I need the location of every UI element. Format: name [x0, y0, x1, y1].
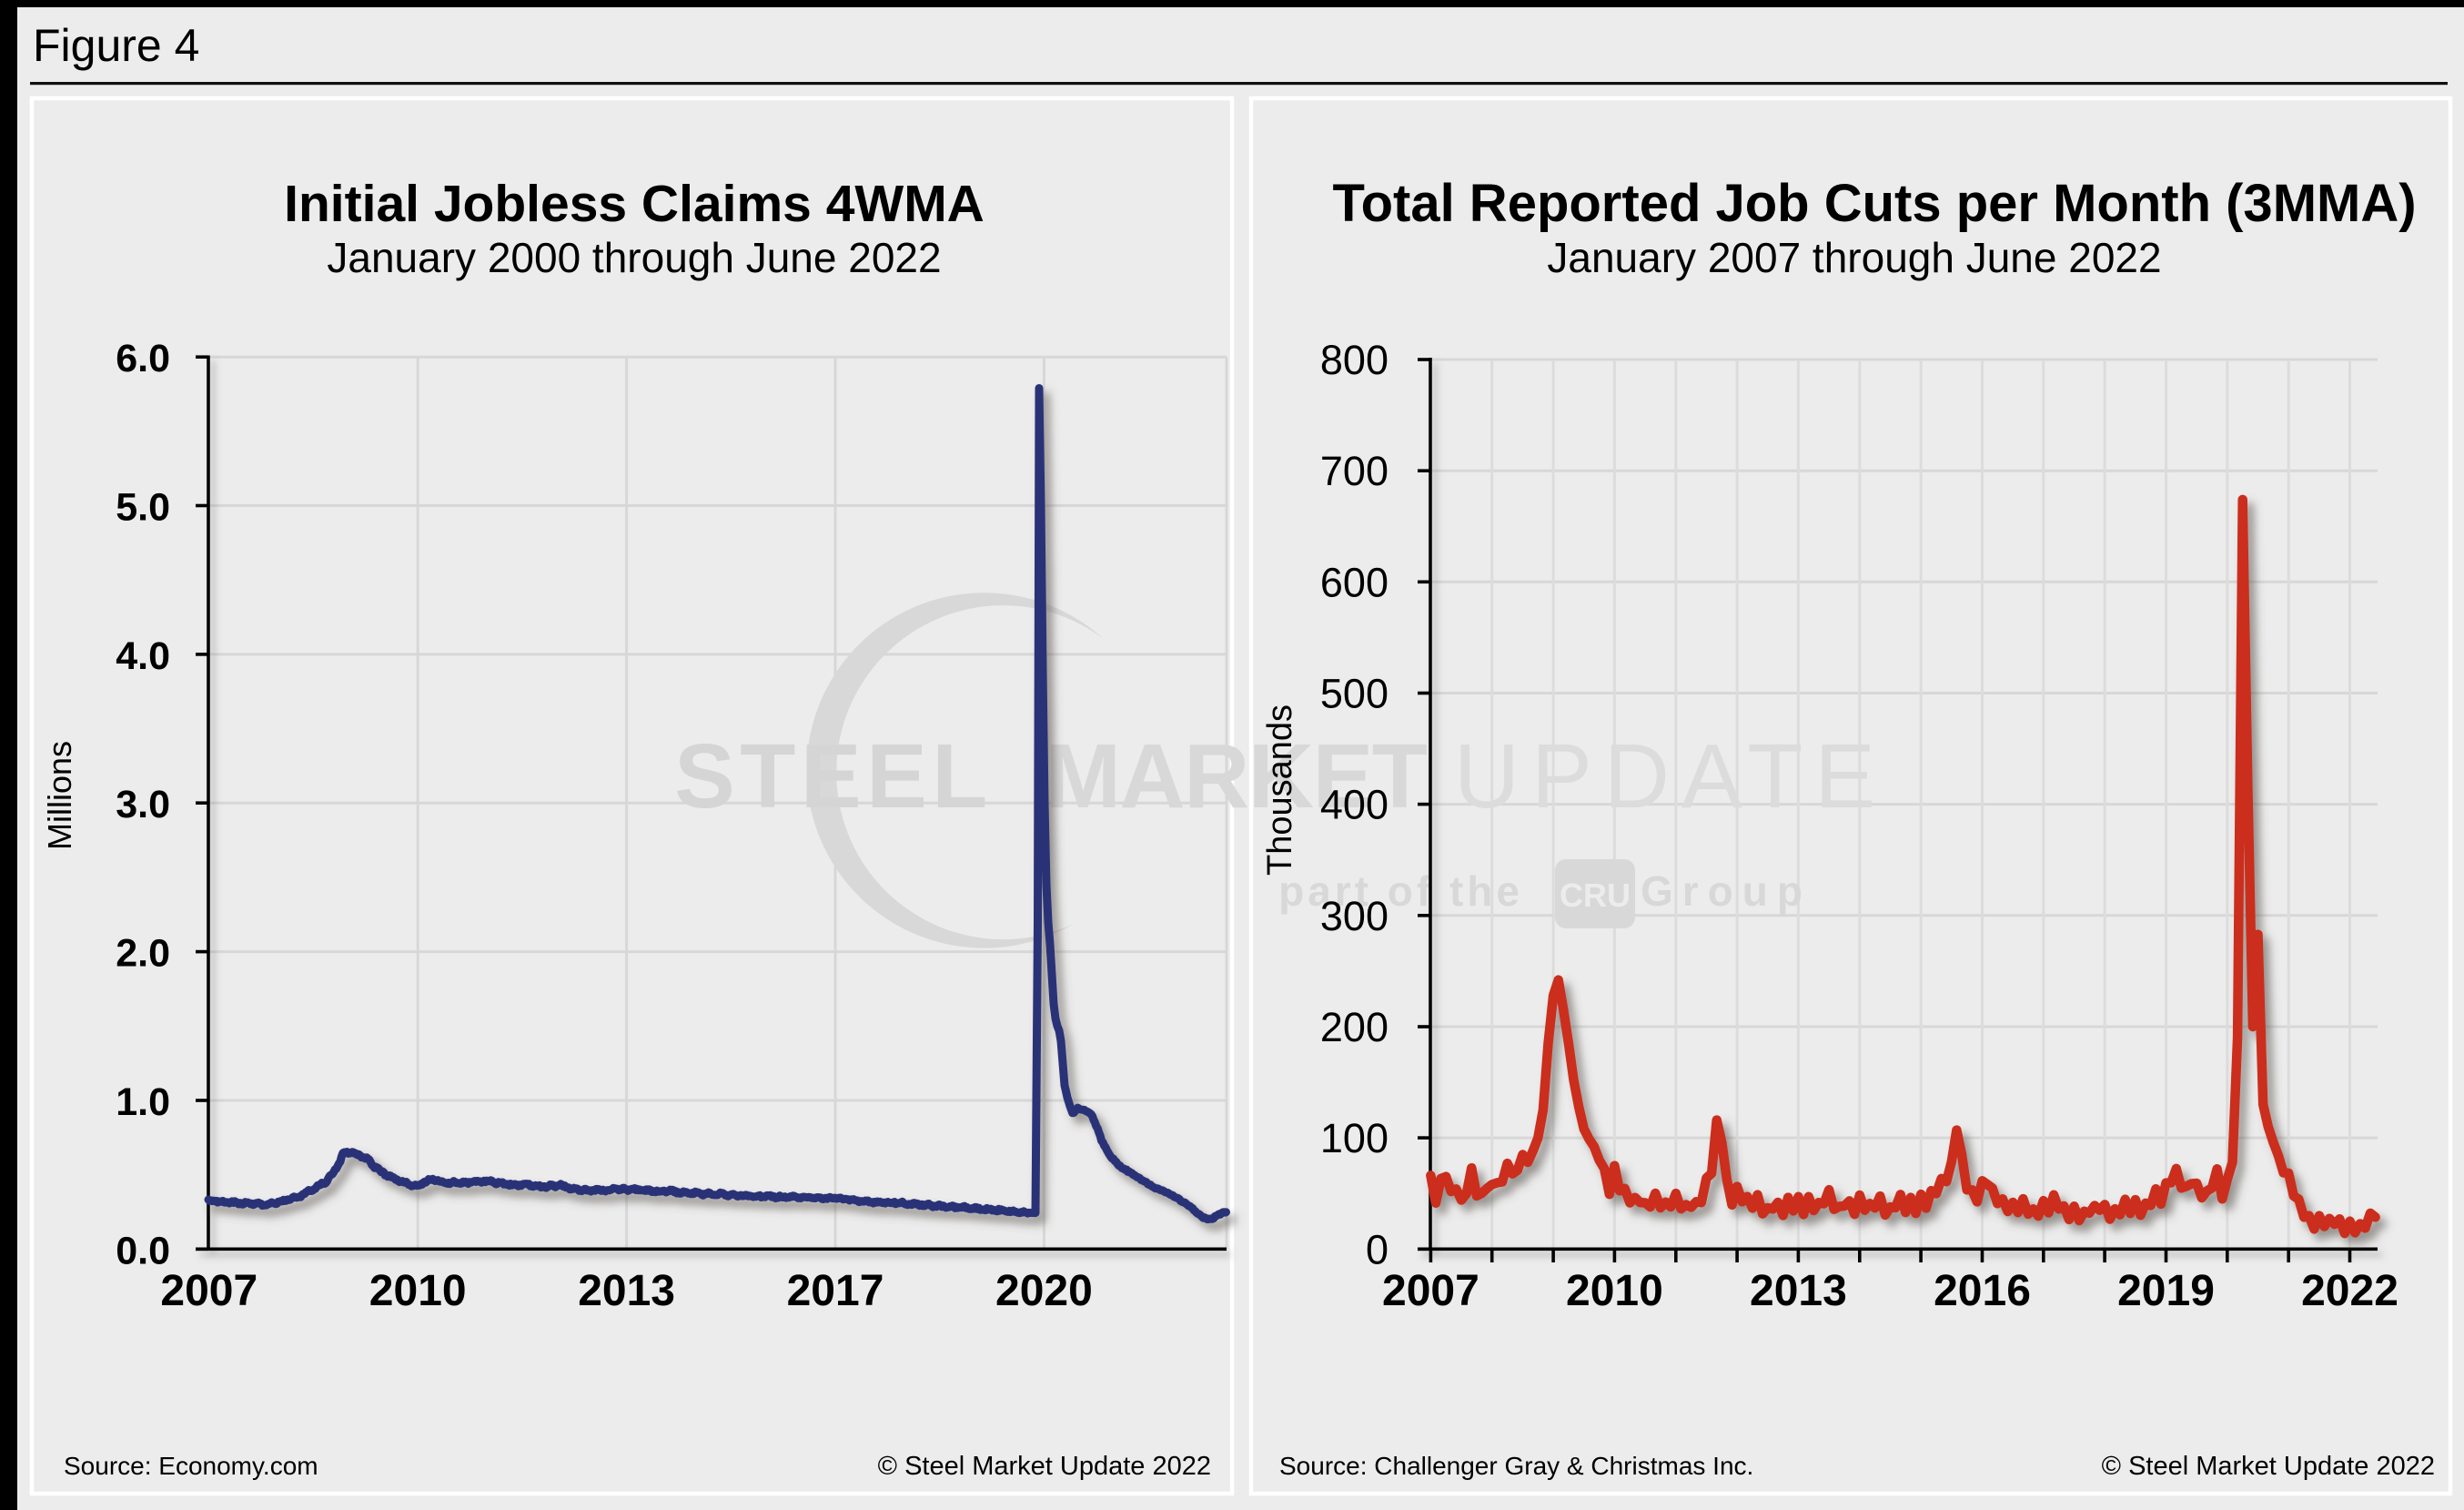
- svg-text:MARKET: MARKET: [1045, 725, 1428, 827]
- svg-text:Thousands: Thousands: [1261, 704, 1299, 876]
- svg-text:2017: 2017: [787, 1267, 884, 1315]
- svg-text:Group: Group: [1641, 867, 1812, 915]
- svg-text:Total Reported Job Cuts per Mo: Total Reported Job Cuts per Month (3MMA): [1332, 174, 2416, 233]
- svg-text:2007: 2007: [1382, 1267, 1479, 1315]
- svg-text:2007: 2007: [160, 1267, 258, 1315]
- svg-text:0.0: 0.0: [116, 1229, 170, 1272]
- svg-text:2019: 2019: [2117, 1267, 2215, 1315]
- svg-text:100: 100: [1320, 1115, 1389, 1161]
- svg-text:200: 200: [1320, 1004, 1389, 1050]
- svg-text:CRU: CRU: [1560, 877, 1631, 914]
- svg-text:Millions: Millions: [41, 741, 78, 850]
- svg-text:400: 400: [1320, 782, 1389, 828]
- svg-text:0: 0: [1366, 1226, 1389, 1272]
- svg-text:1.0: 1.0: [116, 1080, 170, 1124]
- svg-text:2022: 2022: [2301, 1267, 2398, 1315]
- svg-text:UPDATE: UPDATE: [1454, 725, 1887, 827]
- svg-text:© Steel Market Update 2022: © Steel Market Update 2022: [2102, 1452, 2435, 1481]
- svg-text:2010: 2010: [1566, 1267, 1663, 1315]
- svg-text:2010: 2010: [369, 1267, 467, 1315]
- svg-text:STEEL: STEEL: [674, 725, 993, 827]
- svg-text:300: 300: [1320, 893, 1389, 939]
- svg-text:Source: Challenger Gray & Chri: Source: Challenger Gray & Christmas Inc.: [1279, 1452, 1753, 1480]
- svg-text:part of the: part of the: [1278, 867, 1523, 915]
- svg-text:600: 600: [1320, 559, 1389, 605]
- svg-text:800: 800: [1320, 337, 1389, 383]
- svg-text:January 2007 through June 2022: January 2007 through June 2022: [1547, 234, 2161, 281]
- svg-text:2020: 2020: [995, 1267, 1093, 1315]
- svg-text:© Steel Market Update 2022: © Steel Market Update 2022: [878, 1452, 1211, 1481]
- svg-text:2013: 2013: [1750, 1267, 1847, 1315]
- svg-text:2.0: 2.0: [116, 932, 170, 976]
- svg-text:5.0: 5.0: [116, 486, 170, 530]
- svg-text:Figure 4: Figure 4: [33, 20, 199, 71]
- svg-text:Initial Jobless Claims 4WMA: Initial Jobless Claims 4WMA: [284, 175, 985, 233]
- svg-text:700: 700: [1320, 448, 1389, 494]
- svg-text:500: 500: [1320, 671, 1389, 717]
- svg-text:January 2000 through June 2022: January 2000 through June 2022: [327, 234, 941, 281]
- svg-text:2013: 2013: [578, 1267, 675, 1315]
- svg-text:4.0: 4.0: [116, 634, 170, 678]
- svg-text:6.0: 6.0: [116, 337, 170, 380]
- svg-text:2016: 2016: [1934, 1267, 2031, 1315]
- svg-text:Source: Economy.com: Source: Economy.com: [64, 1452, 318, 1480]
- svg-text:3.0: 3.0: [116, 783, 170, 826]
